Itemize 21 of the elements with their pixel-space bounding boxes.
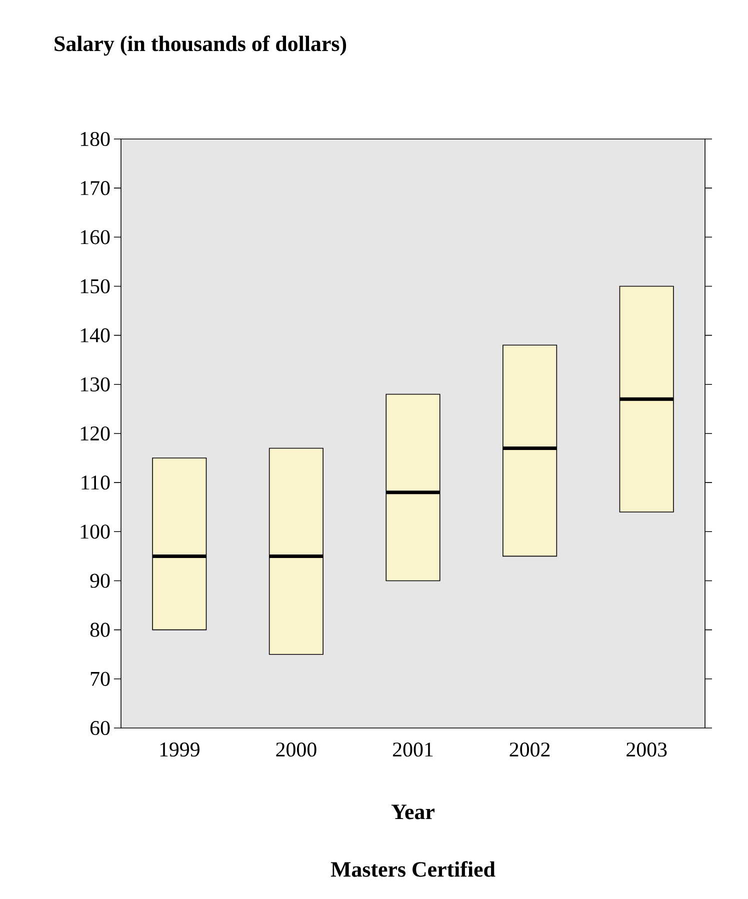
x-tick-label: 2003 xyxy=(626,742,667,757)
y-tick-label: 120 xyxy=(80,426,110,441)
y-axis-title: Salary (in thousands of dollars) xyxy=(54,36,346,56)
y-tick-label: 170 xyxy=(80,181,110,196)
y-tick-label: 130 xyxy=(80,377,110,392)
y-tick-label: 80 xyxy=(90,622,110,637)
y-tick-label: 90 xyxy=(90,574,110,588)
y-tick-label: 140 xyxy=(80,328,110,342)
x-tick-label: 2001 xyxy=(393,742,433,757)
y-tick-label: 110 xyxy=(82,476,110,490)
x-tick-label: 1999 xyxy=(160,742,200,757)
text: Masters Certified xyxy=(330,861,496,877)
y-tick-label: 70 xyxy=(90,672,110,686)
x-tick-label: 2000 xyxy=(276,742,316,757)
y-tick-label: 180 xyxy=(80,132,110,146)
y-tick-label: 150 xyxy=(80,279,110,294)
y-tick-label: 160 xyxy=(80,230,110,244)
y-tick-label: 60 xyxy=(90,720,110,736)
x-axis-title: Year xyxy=(391,804,434,820)
y-tick-label: 100 xyxy=(80,524,110,539)
x-tick-label: 2002 xyxy=(510,742,550,757)
